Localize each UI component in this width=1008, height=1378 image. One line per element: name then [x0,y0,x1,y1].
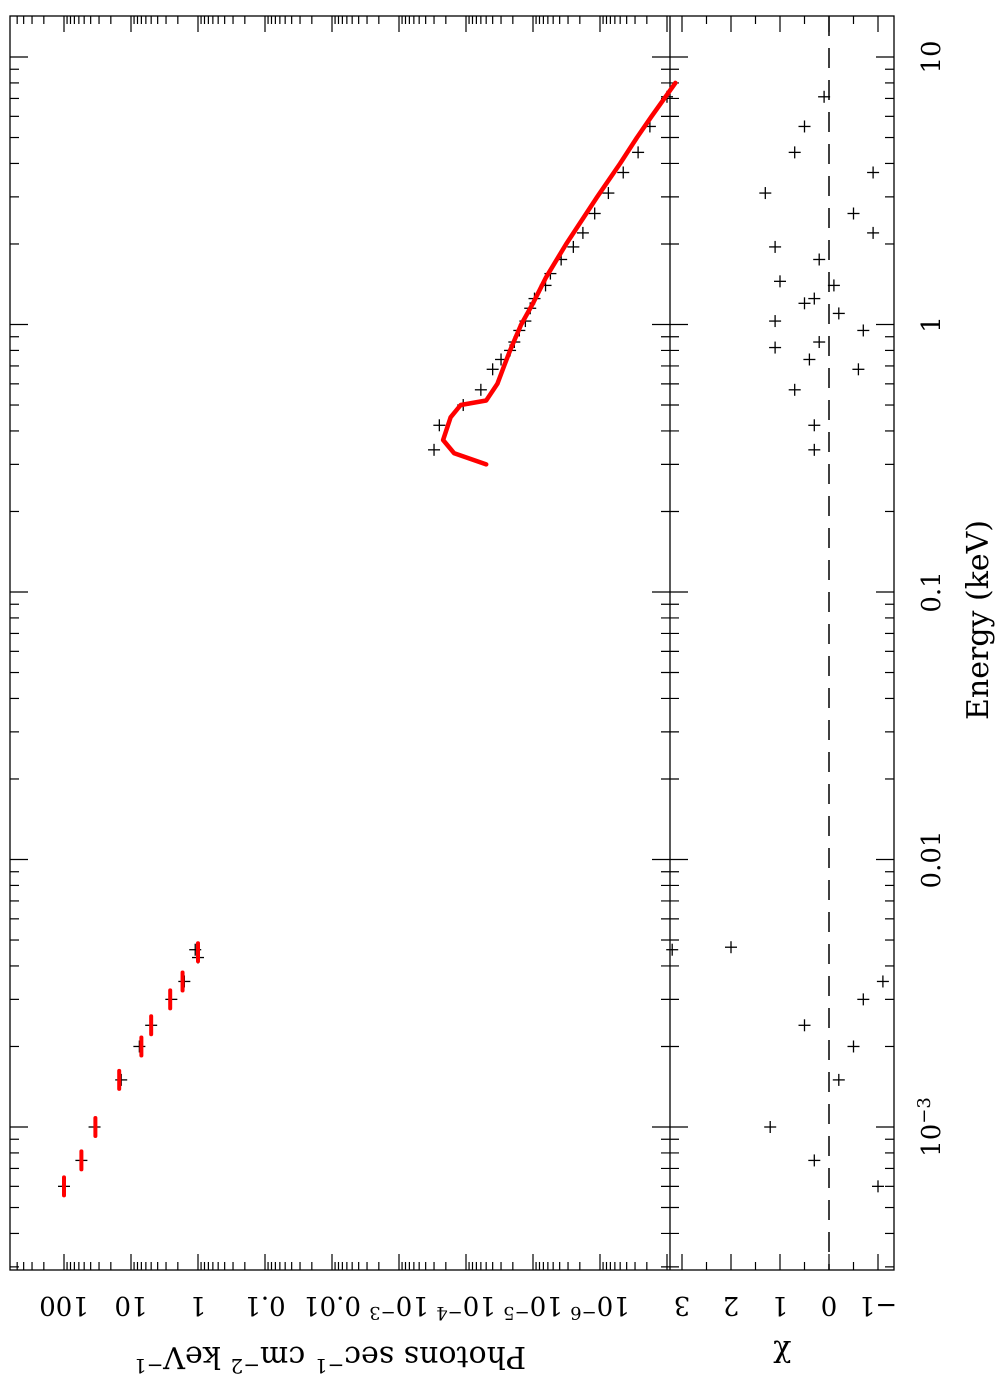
optical-model-series [62,941,200,1198]
flux-tick-label-group: 10 [114,1290,147,1320]
flux-tick-label: 10−5 [503,1290,563,1324]
chi-tick-label: 1 [772,1290,789,1320]
flux-tick-label-group: 100 [39,1290,89,1320]
flux-tick-label: 0.1 [244,1290,285,1320]
energy-axis-label-group: Energy (keV) [961,520,996,720]
chi-tick-label: 0 [821,1290,838,1320]
energy-tick-label-group: 1 [917,316,947,333]
energy-tick-label-group: 0.01 [917,831,947,889]
flux-tick-label-group: 10−4 [436,1290,496,1324]
chi-tick-label-group: 3 [674,1290,691,1320]
chi-tick-label: −1 [859,1290,897,1320]
energy-tick-label: 0.1 [917,571,947,612]
flux-axis-label: Photons sec−1 cm−2 keV−1 [134,1339,526,1378]
energy-axis-label: Energy (keV) [961,520,996,720]
flux-tick-label-group: 1 [190,1290,207,1320]
energy-tick-label-group: 10−3 [914,1097,948,1157]
energy-tick-label: 10 [917,40,947,73]
flux-tick-label: 1 [190,1290,207,1320]
chi-tick-label: 3 [674,1290,691,1320]
chi-ticks [681,16,879,1270]
flux-axis-label-group: Photons sec−1 cm−2 keV−1 [134,1339,526,1378]
flux-tick-label-group: 10−6 [570,1290,630,1324]
chi-tick-label-group: 0 [821,1290,838,1320]
energy-tick-label-group: 10 [917,40,947,73]
flux-tick-label: 100 [39,1290,89,1320]
chi-tick-label: 2 [723,1290,740,1320]
flux-tick-label: 0.01 [303,1290,361,1320]
chi-axis-label-group: χ [773,1339,791,1374]
energy-tick-label: 0.01 [917,831,947,889]
energy-tick-label: 1 [917,316,947,333]
flux-ticks [16,16,668,1270]
flux-tick-label-group: 10−5 [503,1290,563,1324]
plot-frame [9,15,895,1271]
flux-tick-label-group: 0.1 [244,1290,285,1320]
flux-tick-label-group: 0.01 [303,1290,361,1320]
flux-tick-label-group: 10−3 [369,1290,429,1324]
flux-tick-label: 10−4 [436,1290,496,1324]
xray-model-line [440,80,678,467]
plot-border [9,15,895,1271]
flux-tick-label: 10 [114,1290,147,1320]
residual-series [666,90,889,1193]
energy-tick-label: 10−3 [914,1097,948,1157]
chi-axis-label: χ [773,1339,791,1374]
flux-tick-label: 10−3 [369,1290,429,1324]
energy-ticks [10,56,894,1268]
chi-tick-label-group: −1 [859,1290,897,1320]
chi-tick-label-group: 2 [723,1290,740,1320]
energy-tick-label-group: 0.1 [917,571,947,612]
flux-tick-label: 10−6 [570,1290,630,1324]
chi-tick-label-group: 1 [772,1290,789,1320]
